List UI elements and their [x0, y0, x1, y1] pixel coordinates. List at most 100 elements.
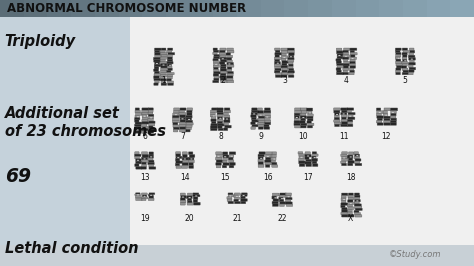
FancyBboxPatch shape — [160, 77, 165, 79]
FancyBboxPatch shape — [264, 125, 269, 127]
FancyBboxPatch shape — [148, 119, 153, 121]
FancyBboxPatch shape — [335, 115, 339, 118]
FancyBboxPatch shape — [348, 207, 354, 210]
FancyBboxPatch shape — [148, 110, 153, 112]
FancyBboxPatch shape — [402, 66, 407, 68]
Ellipse shape — [349, 116, 351, 117]
FancyBboxPatch shape — [396, 72, 401, 75]
FancyBboxPatch shape — [180, 115, 185, 117]
FancyBboxPatch shape — [289, 73, 293, 75]
FancyBboxPatch shape — [211, 119, 216, 122]
FancyBboxPatch shape — [383, 121, 391, 123]
FancyBboxPatch shape — [220, 78, 227, 80]
FancyBboxPatch shape — [342, 193, 348, 196]
FancyBboxPatch shape — [337, 54, 343, 57]
Ellipse shape — [150, 117, 152, 118]
FancyBboxPatch shape — [220, 64, 226, 67]
Ellipse shape — [349, 156, 352, 157]
FancyBboxPatch shape — [301, 118, 306, 121]
FancyBboxPatch shape — [395, 57, 400, 59]
FancyBboxPatch shape — [252, 110, 258, 113]
FancyBboxPatch shape — [155, 50, 160, 53]
FancyBboxPatch shape — [211, 121, 216, 124]
FancyBboxPatch shape — [142, 108, 149, 110]
FancyBboxPatch shape — [341, 113, 347, 115]
FancyBboxPatch shape — [281, 65, 288, 68]
FancyBboxPatch shape — [224, 120, 230, 123]
FancyBboxPatch shape — [264, 118, 270, 120]
FancyBboxPatch shape — [355, 200, 360, 202]
FancyBboxPatch shape — [396, 68, 401, 70]
FancyBboxPatch shape — [155, 53, 161, 55]
FancyBboxPatch shape — [294, 118, 299, 121]
FancyBboxPatch shape — [409, 58, 416, 60]
FancyBboxPatch shape — [167, 79, 171, 81]
FancyBboxPatch shape — [376, 120, 382, 123]
FancyBboxPatch shape — [391, 118, 397, 120]
FancyBboxPatch shape — [185, 115, 192, 118]
FancyBboxPatch shape — [377, 123, 383, 125]
Text: 3: 3 — [282, 76, 287, 85]
FancyBboxPatch shape — [258, 162, 264, 165]
FancyBboxPatch shape — [376, 114, 382, 116]
FancyBboxPatch shape — [229, 163, 235, 165]
Ellipse shape — [226, 118, 228, 119]
FancyBboxPatch shape — [251, 117, 256, 120]
Bar — [166, 0, 190, 17]
Text: 16: 16 — [263, 173, 273, 182]
FancyBboxPatch shape — [180, 203, 185, 205]
FancyBboxPatch shape — [210, 110, 217, 113]
FancyBboxPatch shape — [148, 131, 154, 133]
FancyBboxPatch shape — [347, 200, 353, 202]
Bar — [379, 0, 403, 17]
FancyBboxPatch shape — [142, 128, 149, 131]
Text: 9: 9 — [258, 132, 263, 141]
FancyBboxPatch shape — [288, 71, 294, 73]
FancyBboxPatch shape — [135, 156, 139, 159]
Bar — [0, 0, 24, 17]
FancyBboxPatch shape — [305, 152, 310, 155]
FancyBboxPatch shape — [337, 51, 343, 54]
FancyBboxPatch shape — [176, 166, 181, 168]
Bar — [332, 0, 356, 17]
FancyBboxPatch shape — [135, 115, 139, 118]
Ellipse shape — [137, 194, 139, 196]
Bar — [118, 0, 142, 17]
FancyBboxPatch shape — [341, 115, 347, 117]
FancyBboxPatch shape — [213, 52, 217, 55]
FancyBboxPatch shape — [148, 198, 154, 201]
FancyBboxPatch shape — [355, 197, 360, 200]
Ellipse shape — [266, 156, 269, 157]
FancyBboxPatch shape — [275, 75, 282, 77]
FancyBboxPatch shape — [213, 63, 219, 65]
FancyBboxPatch shape — [348, 115, 353, 117]
FancyBboxPatch shape — [258, 114, 264, 116]
FancyBboxPatch shape — [227, 60, 232, 63]
FancyBboxPatch shape — [229, 155, 234, 157]
FancyBboxPatch shape — [343, 53, 348, 55]
FancyBboxPatch shape — [354, 210, 359, 213]
FancyBboxPatch shape — [312, 164, 318, 167]
FancyBboxPatch shape — [211, 117, 216, 119]
FancyBboxPatch shape — [187, 203, 193, 205]
FancyBboxPatch shape — [251, 113, 257, 115]
FancyBboxPatch shape — [402, 68, 408, 70]
FancyBboxPatch shape — [167, 66, 172, 68]
FancyBboxPatch shape — [135, 194, 140, 196]
FancyBboxPatch shape — [258, 125, 264, 127]
FancyBboxPatch shape — [273, 193, 279, 196]
FancyBboxPatch shape — [167, 57, 173, 59]
FancyBboxPatch shape — [154, 76, 159, 78]
FancyBboxPatch shape — [265, 157, 271, 160]
FancyBboxPatch shape — [343, 72, 348, 75]
FancyBboxPatch shape — [167, 48, 173, 50]
FancyBboxPatch shape — [383, 114, 388, 116]
FancyBboxPatch shape — [220, 73, 226, 76]
FancyBboxPatch shape — [274, 48, 280, 51]
FancyBboxPatch shape — [312, 156, 316, 159]
FancyBboxPatch shape — [213, 59, 218, 61]
FancyBboxPatch shape — [282, 63, 287, 66]
Ellipse shape — [309, 112, 311, 113]
FancyBboxPatch shape — [149, 196, 154, 198]
FancyBboxPatch shape — [280, 202, 286, 204]
